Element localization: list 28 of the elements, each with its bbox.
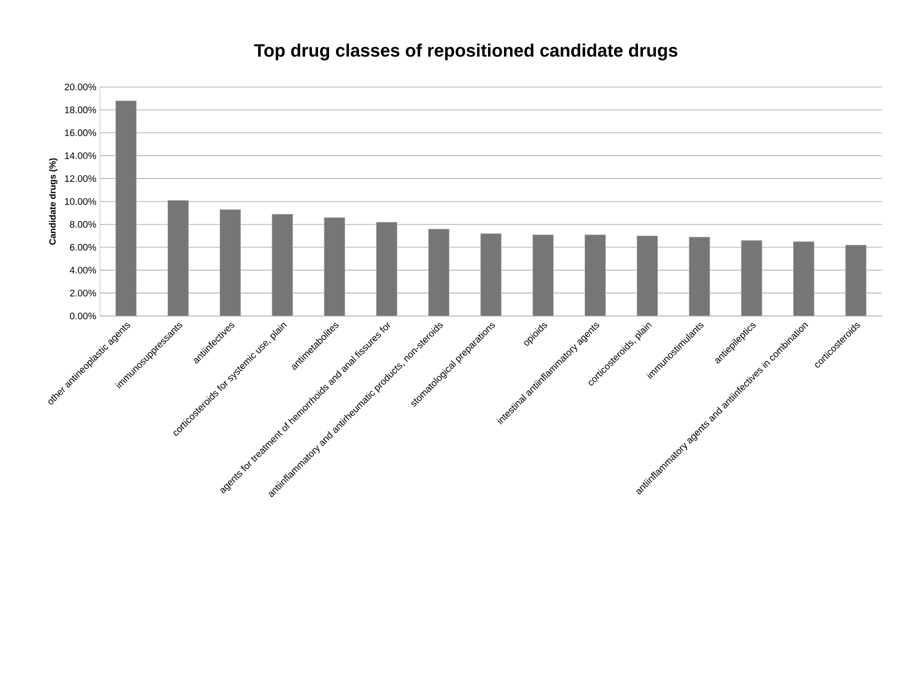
bar: [480, 233, 502, 316]
y-tick-label: 12.00%: [65, 175, 96, 182]
y-tick-label: 8.00%: [70, 221, 96, 228]
chart-title: Top drug classes of repositioned candidate drugs: [254, 44, 678, 60]
bar: [376, 222, 398, 316]
y-tick-label: 4.00%: [70, 266, 96, 274]
y-tick-label: 10.00%: [65, 198, 96, 205]
bar: [740, 240, 762, 316]
y-tick-label: 14.00%: [65, 152, 96, 160]
bar: [636, 236, 658, 316]
bar: [115, 100, 137, 316]
y-tick-label: 18.00%: [65, 106, 96, 114]
bar: [688, 236, 710, 316]
bar: [793, 241, 814, 316]
y-axis-title: Candidate drugs (%): [49, 158, 58, 245]
y-tick-label: 20.00%: [64, 84, 96, 90]
bar: [428, 228, 450, 316]
bar: [168, 200, 189, 316]
bar: [324, 217, 346, 316]
bar: [532, 234, 554, 316]
y-tick-label: 16.00%: [65, 129, 96, 136]
y-tick-label: 6.00%: [70, 244, 96, 251]
bar: [845, 244, 867, 316]
bar: [272, 214, 294, 316]
y-tick-label: 0.00%: [70, 312, 96, 320]
bar: [584, 234, 606, 316]
y-tick-label: 2.00%: [70, 290, 96, 296]
bar: [220, 209, 241, 316]
